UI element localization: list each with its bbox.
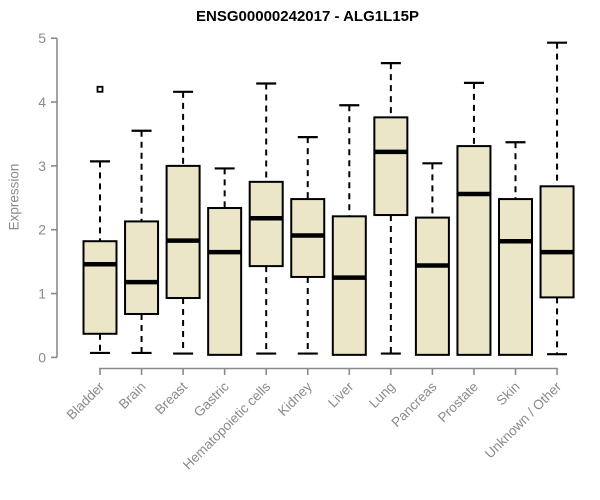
- x-category-label: Liver: [325, 379, 357, 411]
- x-category-label: Brain: [116, 379, 149, 412]
- x-category-label: Unknown / Other: [482, 379, 565, 462]
- y-tick-label: 5: [38, 30, 46, 46]
- box-skin: [498, 198, 533, 356]
- box-hematopoietic-cells: [248, 180, 284, 268]
- x-category-label: Skin: [493, 379, 522, 408]
- x-category-label: Kidney: [275, 379, 315, 419]
- x-category-label: Lung: [366, 379, 398, 411]
- y-tick-label: 1: [38, 286, 46, 302]
- box-breast: [165, 164, 201, 300]
- box-brain: [124, 220, 160, 315]
- y-tick-label: 3: [38, 158, 46, 174]
- y-tick-label: 0: [38, 349, 46, 365]
- x-category-label: Gastric: [191, 379, 232, 420]
- box-pancreas: [414, 216, 450, 356]
- outlier-point: [96, 85, 104, 93]
- box-kidney: [290, 198, 326, 278]
- x-category-label: Prostate: [435, 379, 481, 425]
- box-lung: [373, 116, 409, 217]
- box-bladder: [82, 240, 118, 335]
- y-tick-label: 4: [38, 94, 46, 110]
- x-category-label: Bladder: [64, 379, 108, 423]
- x-category-label: Pancreas: [389, 379, 440, 430]
- box-prostate: [456, 145, 492, 356]
- x-category-label: Breast: [152, 379, 190, 417]
- chart-title: ENSG00000242017 - ALG1L15P: [196, 8, 419, 25]
- y-tick-label: 2: [38, 222, 46, 238]
- box-gastric: [207, 207, 243, 356]
- box-unknown-other: [539, 185, 575, 299]
- box-liver: [331, 215, 367, 356]
